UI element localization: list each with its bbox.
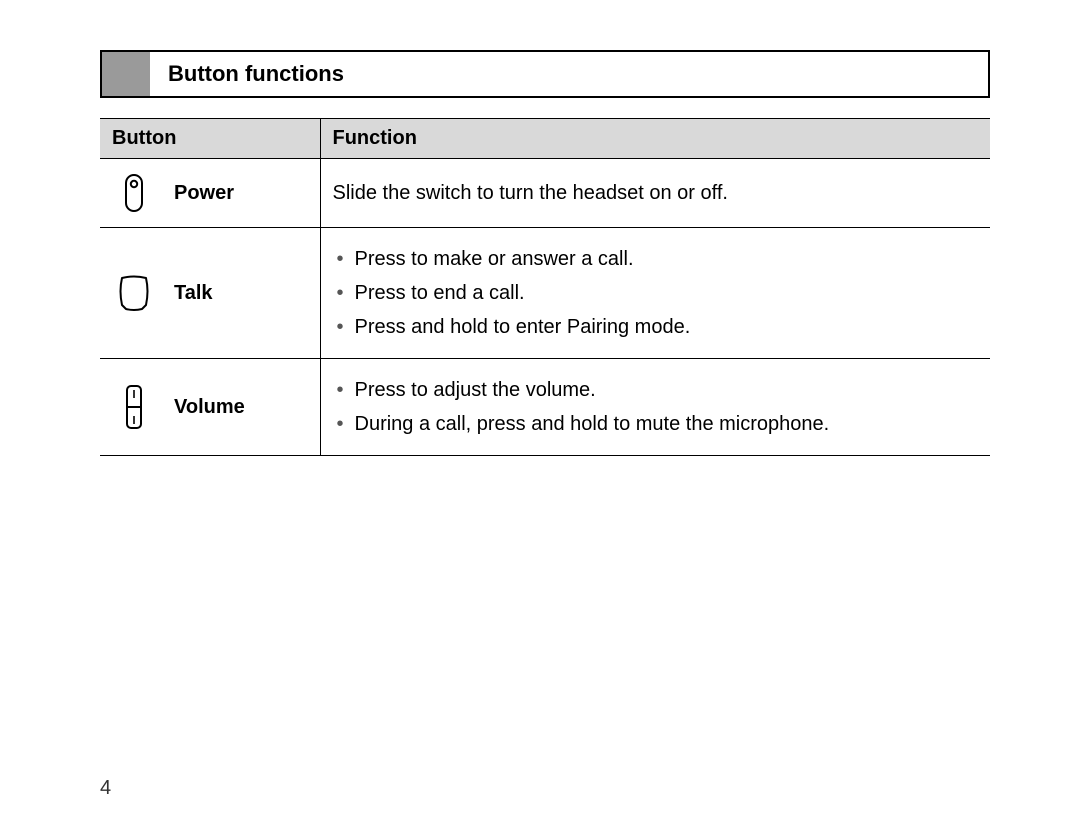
talk-button-icon — [112, 273, 156, 313]
table-row: Volume Press to adjust the volume. Durin… — [100, 359, 990, 456]
function-item: Press and hold to enter Pairing mode. — [355, 310, 979, 344]
function-item: During a call, press and hold to mute th… — [355, 407, 979, 441]
button-name: Talk — [174, 282, 213, 305]
power-switch-icon — [112, 173, 156, 213]
function-text: Slide the switch to turn the headset on … — [333, 178, 979, 208]
volume-rocker-icon — [112, 384, 156, 430]
button-cell-volume: Volume — [100, 359, 320, 456]
section-header: Button functions — [100, 50, 990, 98]
table-row: Power Slide the switch to turn the heads… — [100, 159, 990, 228]
function-item: Press to end a call. — [355, 276, 979, 310]
section-tab — [102, 52, 150, 96]
function-item: Press to adjust the volume. — [355, 373, 979, 407]
button-name: Volume — [174, 396, 245, 419]
column-header-button: Button — [100, 119, 320, 159]
table-row: Talk Press to make or answer a call. Pre… — [100, 228, 990, 359]
function-list: Press to make or answer a call. Press to… — [333, 242, 979, 344]
function-cell-volume: Press to adjust the volume. During a cal… — [320, 359, 990, 456]
column-header-function: Function — [320, 119, 990, 159]
function-cell-power: Slide the switch to turn the headset on … — [320, 159, 990, 228]
section-title: Button functions — [150, 52, 988, 96]
table-header-row: Button Function — [100, 119, 990, 159]
button-name: Power — [174, 182, 234, 205]
page-number: 4 — [100, 777, 111, 800]
button-cell-talk: Talk — [100, 228, 320, 359]
function-cell-talk: Press to make or answer a call. Press to… — [320, 228, 990, 359]
function-item: Press to make or answer a call. — [355, 242, 979, 276]
function-list: Press to adjust the volume. During a cal… — [333, 373, 979, 441]
button-functions-table: Button Function Power — [100, 118, 990, 456]
manual-page: Button functions Button Function — [0, 0, 1080, 840]
button-cell-power: Power — [100, 159, 320, 228]
